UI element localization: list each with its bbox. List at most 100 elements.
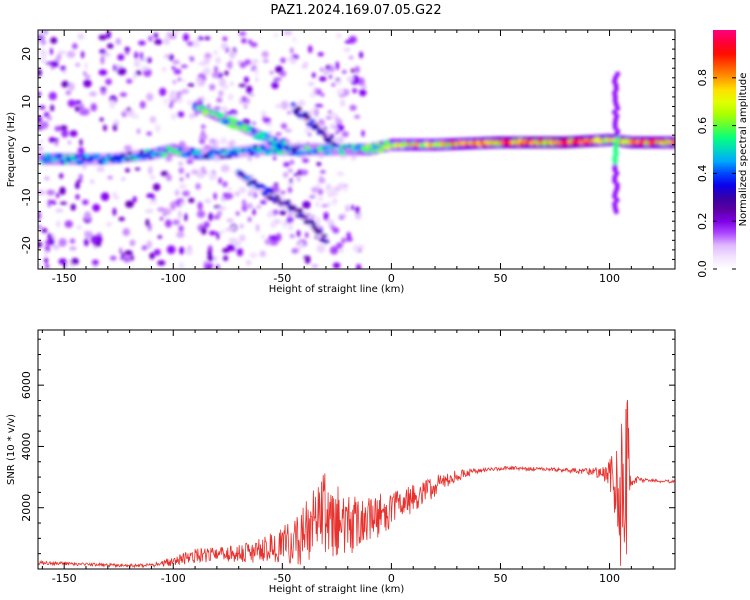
spectrogram-cell [325, 187, 333, 194]
spectrogram-cell [311, 223, 317, 228]
spectrogram-cell [275, 132, 282, 136]
spectrogram-cell [283, 162, 290, 167]
spectrogram-cell [277, 144, 285, 151]
spectrogram-cell [270, 221, 277, 229]
spectrogram-cell [141, 245, 148, 251]
spectrogram-cell [311, 264, 319, 268]
spectrogram-cell [613, 209, 619, 215]
spectrogram-frame [37, 29, 676, 270]
spectrogram-cell [38, 190, 45, 195]
spectrogram-cell [241, 96, 247, 103]
spectrogram-cell [614, 113, 620, 119]
spectrogram-cell [65, 90, 71, 96]
spectrogram-cell [349, 104, 357, 111]
spectrogram-cell [250, 191, 254, 197]
spectrogram-cell [350, 204, 354, 211]
spectrogram-cell [178, 183, 187, 190]
spectrogram-cell [57, 50, 66, 55]
spectrogram-cell [76, 224, 82, 230]
snr-xtick-label: 50 [493, 572, 507, 585]
spectrogram-cell [256, 136, 263, 141]
spectrogram-cell [200, 226, 207, 235]
spectrogram-cell [79, 110, 89, 116]
spectrogram-cell [77, 159, 85, 165]
spectrogram-cell [336, 171, 345, 176]
spectrogram-cell [229, 81, 234, 87]
spectrogram-cell [249, 127, 256, 132]
spectrogram-cell [70, 257, 79, 265]
spectrogram-cell [132, 157, 138, 162]
spectrogram-cell [307, 45, 313, 54]
spectrogram-cell [67, 140, 72, 145]
spectrogram-cell [119, 92, 128, 97]
snr-ytick-label: 2000 [20, 494, 33, 522]
spectrogram-cell [40, 30, 45, 37]
snr-xtick-label: -100 [161, 572, 186, 585]
spectrogram-cell [50, 37, 58, 44]
spectrogram-cell [262, 115, 267, 122]
spectrogram-cell [197, 201, 203, 211]
spectrogram-cell [207, 249, 212, 257]
spectrogram-cell [160, 170, 169, 177]
spectrogram-cell [152, 183, 161, 191]
spectrogram-cell [80, 50, 85, 59]
spectrogram-cell [95, 153, 102, 159]
spectrogram-cell [172, 59, 180, 65]
spectrogram-cell [310, 214, 316, 219]
spectrogram-cell [40, 49, 47, 59]
spectrogram-cell [612, 94, 618, 100]
spectrogram-cell [74, 181, 81, 190]
spectrogram-cell [213, 214, 221, 220]
spectrogram-cell [290, 47, 294, 54]
spectrogram-cell [615, 136, 621, 142]
snr-xlabel: Height of straight line (km) [269, 584, 405, 595]
spectrogram-cell [306, 256, 311, 261]
spectrogram-cell [239, 224, 244, 229]
spectrogram-cell [295, 106, 302, 112]
colorbar-tick-label: 0.6 [696, 117, 709, 135]
spectrogram-cell [195, 183, 201, 190]
spectrogram-cell [209, 83, 216, 91]
spectrogram-cell [321, 145, 329, 151]
spectrogram-cell [134, 167, 141, 171]
spectrogram-cell [227, 93, 234, 101]
spectrogram-cell [261, 146, 267, 151]
spectrogram-cell [208, 154, 215, 159]
spectrogram-cell [149, 252, 155, 260]
spectrogram-cell [301, 65, 308, 69]
spectrogram-cell [196, 172, 205, 179]
spectrogram-cell [233, 153, 239, 157]
spectrogram-cell [176, 98, 183, 104]
spectrogram-cell [383, 139, 389, 145]
spectrogram-cell [200, 96, 205, 101]
spectrogram-cell [219, 206, 227, 211]
spectrogram-cell [100, 192, 110, 201]
spectrogram-cell [60, 125, 68, 130]
spectrogram-cell [171, 66, 176, 70]
spectrogram-cell [321, 204, 329, 208]
spectrogram-cell [111, 158, 117, 164]
spectrogram-cell [213, 192, 217, 200]
spectrogram-cell [79, 103, 85, 111]
spectrogram-cell [341, 131, 349, 138]
spectrogram-cell [127, 106, 131, 112]
spectrogram-cell [145, 218, 150, 227]
spectrogram-cell [284, 128, 292, 133]
snr-xtick-label: 100 [599, 572, 620, 585]
spectrogram-cell [124, 51, 130, 55]
spectrogram-cell [314, 104, 324, 108]
spectrogram-cell [207, 266, 212, 269]
spectrogram-cell [613, 151, 619, 157]
spectrogram-cell [318, 228, 324, 233]
spectrogram-ytick-label: -20 [20, 236, 33, 254]
spectrogram-cell [217, 112, 225, 118]
spectrogram-cell [172, 80, 177, 84]
spectrogram-cell [259, 185, 267, 189]
snr-xtick-label: -150 [52, 572, 77, 585]
spectrogram-cell [345, 236, 353, 242]
spectrogram-cell [52, 244, 61, 250]
spectrogram-cell [612, 75, 618, 81]
spectrogram-cell [615, 105, 621, 111]
spectrogram-cell [60, 65, 66, 71]
spectrogram-cell [613, 132, 619, 138]
